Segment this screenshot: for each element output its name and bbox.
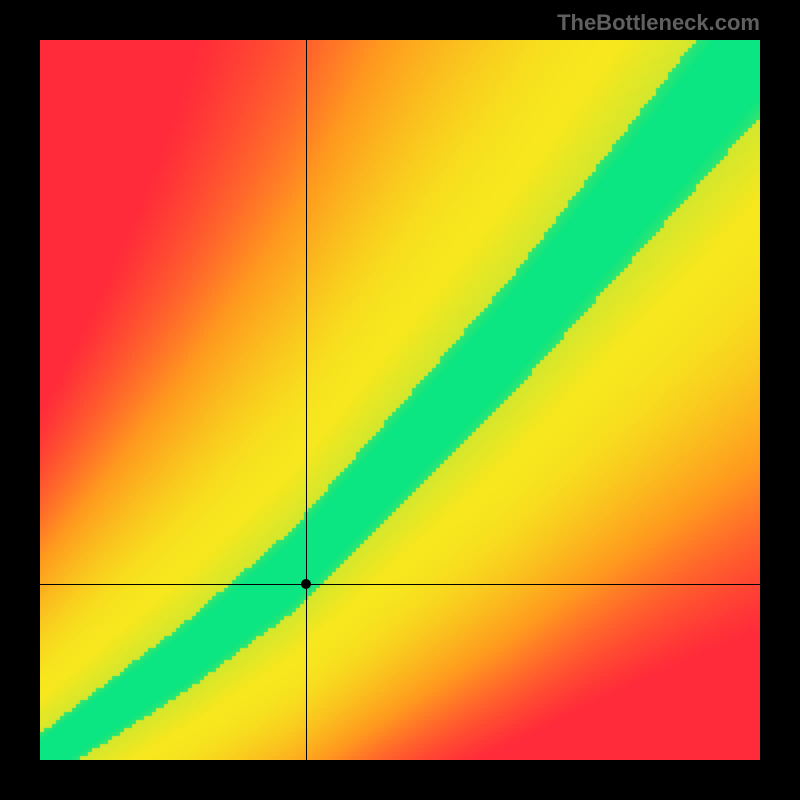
heatmap-canvas bbox=[40, 40, 760, 760]
crosshair-marker bbox=[301, 579, 311, 589]
crosshair-horizontal bbox=[40, 584, 760, 585]
crosshair-vertical bbox=[306, 40, 307, 760]
watermark-text: TheBottleneck.com bbox=[557, 10, 760, 36]
plot-area bbox=[40, 40, 760, 760]
chart-container: TheBottleneck.com bbox=[0, 0, 800, 800]
